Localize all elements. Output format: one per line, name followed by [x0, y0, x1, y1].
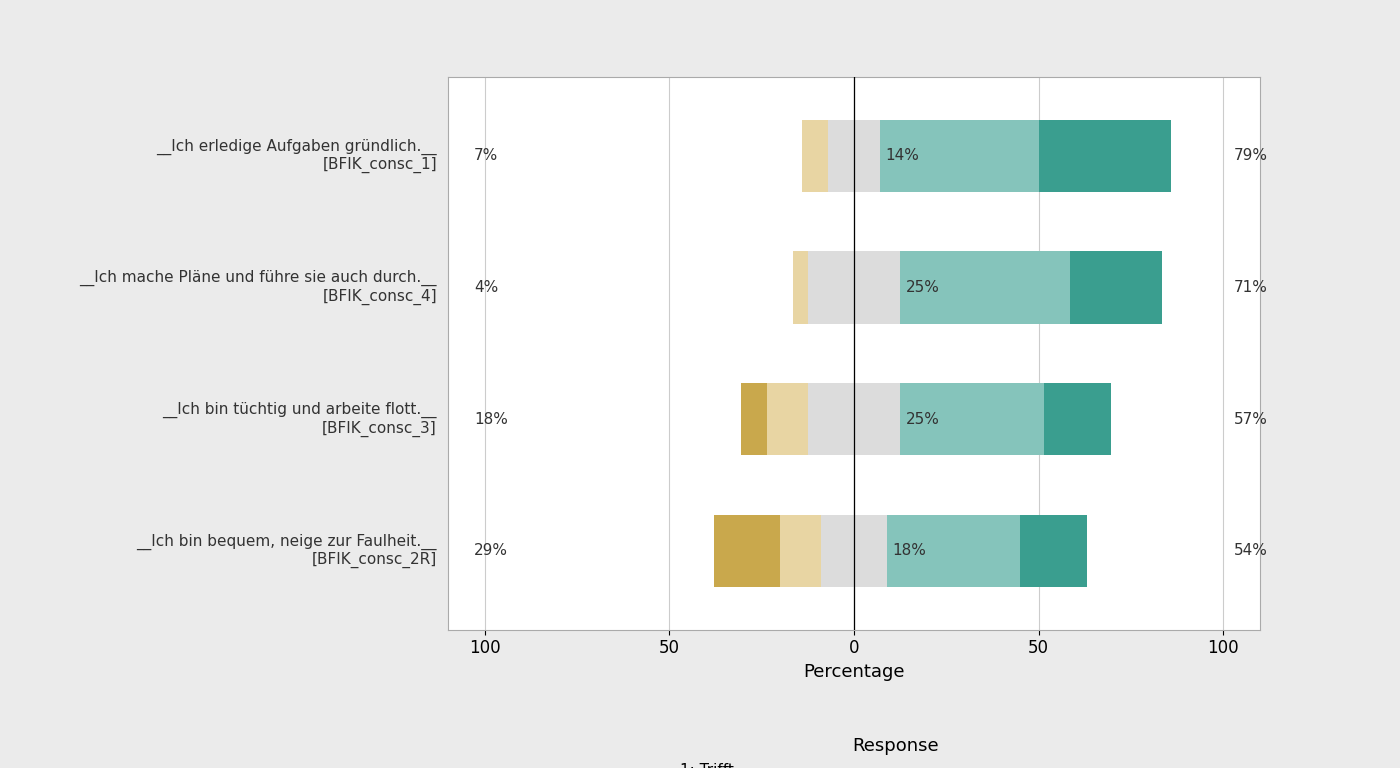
Text: 79%: 79%	[1235, 148, 1268, 164]
Text: 29%: 29%	[473, 543, 508, 558]
Bar	[879, 120, 1039, 192]
Text: __Ich erledige Aufgaben gründlich.__
[BFIK_consc_1]: __Ich erledige Aufgaben gründlich.__ [BF…	[157, 138, 437, 174]
Text: 57%: 57%	[1235, 412, 1268, 426]
X-axis label: Percentage: Percentage	[804, 663, 904, 681]
Text: 71%: 71%	[1235, 280, 1268, 295]
Legend: 1: Trifft
überhaupt nicht
zu, 2, 3, 4, 5: Trifft voll
und ganz zu: 1: Trifft überhaupt nicht zu, 2, 3, 4, 5…	[634, 737, 1156, 768]
Text: 18%: 18%	[473, 412, 508, 426]
Text: 25%: 25%	[906, 280, 939, 295]
Bar	[802, 120, 829, 192]
Bar	[808, 383, 854, 455]
Bar	[767, 383, 808, 455]
Bar	[854, 251, 900, 323]
Text: __Ich bin bequem, neige zur Faulheit.__
[BFIK_consc_2R]: __Ich bin bequem, neige zur Faulheit.__ …	[136, 533, 437, 568]
Bar	[854, 383, 900, 455]
Text: 54%: 54%	[1235, 543, 1268, 558]
Bar	[900, 251, 1070, 323]
Bar	[1039, 120, 1172, 192]
Text: 7%: 7%	[473, 148, 498, 164]
Text: 18%: 18%	[893, 543, 927, 558]
Bar	[854, 515, 888, 587]
Text: 25%: 25%	[906, 412, 939, 426]
Bar	[854, 120, 879, 192]
Bar	[829, 120, 854, 192]
Bar	[742, 383, 767, 455]
Bar	[820, 515, 854, 587]
Bar	[888, 515, 1021, 587]
Bar	[780, 515, 820, 587]
Text: __Ich bin tüchtig und arbeite flott.__
[BFIK_consc_3]: __Ich bin tüchtig und arbeite flott.__ […	[162, 402, 437, 436]
Bar	[900, 383, 1044, 455]
Bar	[792, 251, 808, 323]
Bar	[1070, 251, 1162, 323]
Bar	[808, 251, 854, 323]
Text: __Ich mache Pläne und führe sie auch durch.__
[BFIK_consc_4]: __Ich mache Pläne und führe sie auch dur…	[80, 270, 437, 305]
Bar	[1044, 383, 1110, 455]
Bar	[1021, 515, 1086, 587]
Text: 4%: 4%	[473, 280, 498, 295]
Text: 14%: 14%	[885, 148, 920, 164]
Bar	[714, 515, 780, 587]
